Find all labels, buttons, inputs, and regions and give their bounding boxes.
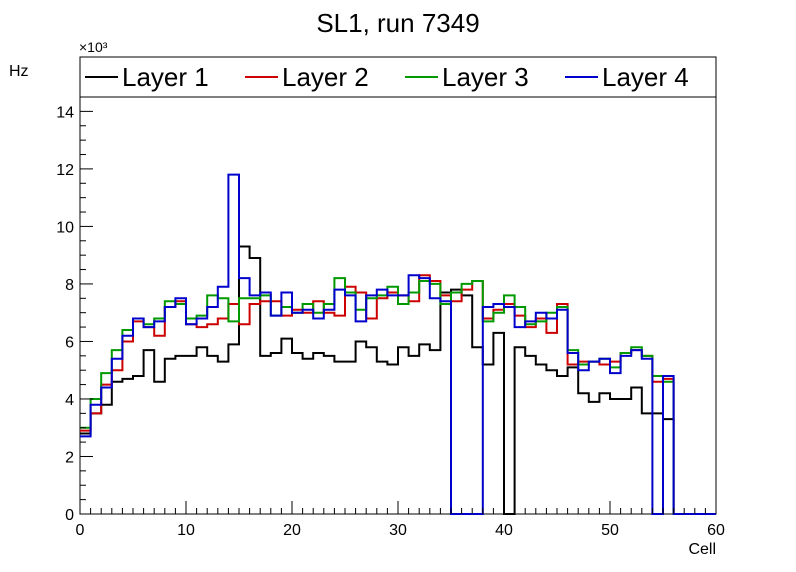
series-layer [80, 173, 716, 515]
y-tick-label: 12 [56, 162, 74, 179]
y-tick-label: 8 [65, 277, 74, 294]
legend-layer: Layer 1 Layer 2 Layer 3 Layer 4 [79, 56, 717, 98]
x-tick-label: 50 [601, 522, 619, 539]
legend-label: Layer 4 [602, 62, 689, 92]
x-tick-label: 10 [177, 522, 195, 539]
series-line-layer-4 [80, 173, 716, 515]
legend-box [79, 56, 717, 98]
x-tick-label: 20 [283, 522, 301, 539]
x-tick-label: 30 [389, 522, 407, 539]
series-line-layer-2 [80, 274, 716, 515]
axes-layer: 0 10 20 30 40 50 60 0 2 4 6 8 10 12 14 [56, 96, 725, 539]
x-tick-label: 60 [707, 522, 725, 539]
x-tick-label: 0 [76, 522, 85, 539]
y-axis-exponent-label: ×10³ [79, 39, 108, 55]
y-tick-label: 10 [56, 219, 74, 236]
x-tick-label: 40 [495, 522, 513, 539]
legend-label: Layer 2 [282, 62, 369, 92]
y-tick-label: 2 [65, 449, 74, 466]
series-line-layer-1 [80, 245, 716, 515]
x-axis-label: Cell [688, 541, 716, 558]
y-axis-label: Hz [9, 63, 29, 80]
legend-label: Layer 3 [442, 62, 529, 92]
y-tick-label: 4 [65, 392, 74, 409]
y-tick-label: 0 [65, 507, 74, 524]
y-tick-label: 6 [65, 334, 74, 351]
legend-label: Layer 1 [122, 62, 209, 92]
chart-title: SL1, run 7349 [316, 8, 479, 38]
series-line-layer-3 [80, 277, 716, 515]
y-tick-label: 14 [56, 104, 74, 121]
